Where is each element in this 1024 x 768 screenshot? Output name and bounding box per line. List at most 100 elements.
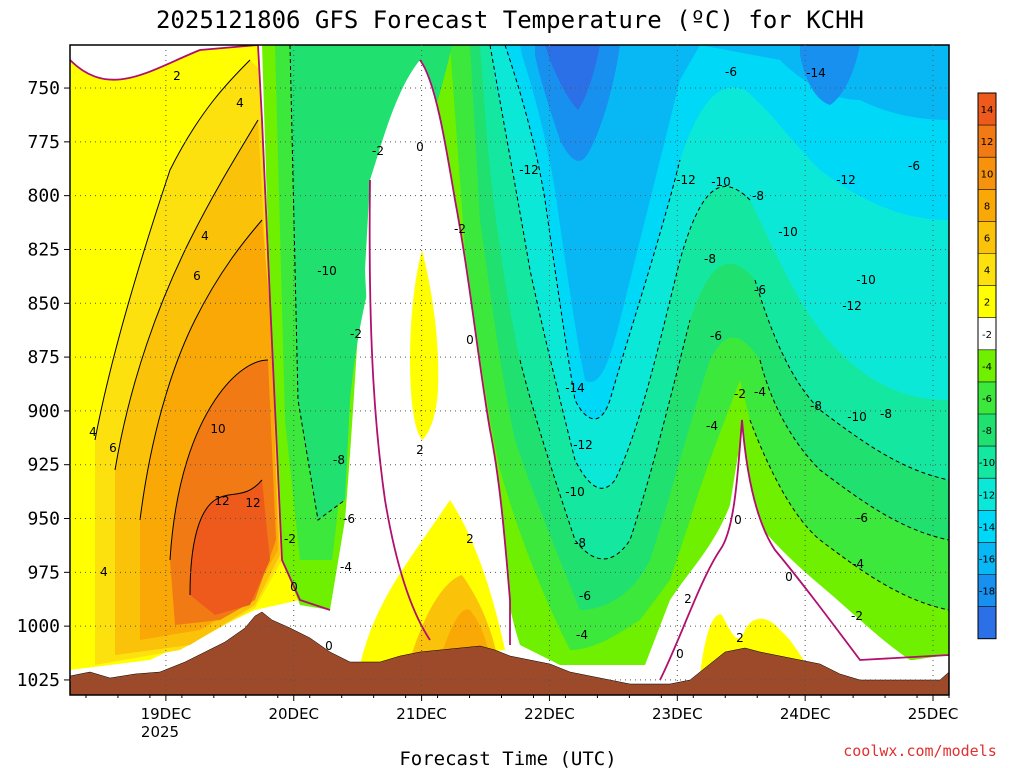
freezing-line-west (70, 45, 331, 611)
colorbar-bin (978, 542, 996, 575)
contour-label: 4 (236, 96, 244, 110)
colorbar-bin (978, 510, 996, 543)
contour-label: 2 (416, 443, 424, 457)
y-tick-label: 1025 (17, 670, 60, 691)
contour-label: 12 (245, 496, 260, 510)
y-tick-label: 975 (27, 562, 60, 583)
colorbar-label: 8 (984, 201, 990, 212)
contour-label: -12 (573, 438, 593, 452)
contour-label: 2 (684, 592, 692, 606)
x-tick-label: 21DEC (396, 705, 447, 723)
contour-label: 6 (109, 441, 117, 455)
contour-label: -8 (810, 399, 822, 413)
plot-frame (69, 44, 950, 696)
colorbar-label: -4 (982, 362, 992, 373)
plot-area (70, 45, 949, 695)
contour-label: -10 (847, 410, 867, 424)
contour-label: 10 (210, 422, 225, 436)
cold-band-minus-18 (545, 45, 600, 110)
y-tick-label: 775 (27, 132, 60, 153)
x-axis: 19DEC 20DEC 21DEC 22DEC 23DEC 24DEC 25DEC (85, 45, 959, 723)
contour-label: 6 (193, 269, 201, 283)
y-tick-label: 825 (27, 239, 60, 260)
colorbar: 14 12 10 8 6 4 2 -2 -4 -6 -8 -10 -12 -14 -16 -18 (977, 92, 997, 640)
chart-title: 2025121806 GFS Forecast Temperature (ºC)… (156, 6, 864, 34)
freezing-lines (70, 45, 949, 681)
colorbar-bin (978, 606, 996, 639)
freezing-line-21dec-east (419, 59, 511, 645)
colorbar-bin (978, 125, 996, 158)
contour-label: -4 (852, 557, 864, 571)
colorbar-label: -12 (979, 490, 995, 501)
colorbar-label: 4 (984, 266, 990, 277)
contour-label: -12 (842, 299, 862, 313)
contour-label: -6 (856, 511, 868, 525)
terrain-surface (70, 611, 949, 695)
contour-label: -6 (343, 512, 355, 526)
credit-link[interactable]: coolwx.com/models (843, 742, 997, 760)
colorbar-bin (978, 381, 996, 414)
isotherm-warm-4 (169, 359, 269, 561)
cold-band-minus-14 (520, 45, 949, 382)
x-tick-label: 19DEC (141, 705, 192, 723)
colorbar-label: 10 (981, 169, 994, 180)
contour-label: 0 (416, 140, 424, 154)
contour-label: 0 (466, 333, 474, 347)
isotherm-cold-2 (489, 45, 751, 489)
contour-label: -10 (565, 485, 585, 499)
y-tick-label: 800 (27, 186, 60, 207)
colorbar-bin (978, 93, 996, 126)
colorbar-bin (978, 221, 996, 254)
contour-label: -2 (350, 327, 362, 341)
colorbar-label: -18 (979, 587, 995, 598)
colorbar-label: 2 (984, 298, 990, 309)
contour-label: -4 (340, 560, 352, 574)
thaw-pockets (360, 60, 949, 690)
x-tick-label: 20DEC (268, 705, 319, 723)
x-tick-label: 22DEC (524, 705, 575, 723)
freezing-line-24dec (659, 419, 949, 681)
y-tick-label: 900 (27, 401, 60, 422)
isotherm-warm-5 (189, 479, 263, 596)
cold-side-fill (262, 45, 949, 665)
contour-label: -8 (752, 189, 764, 203)
colorbar-bin (978, 317, 996, 350)
colorbar-label: 6 (984, 234, 990, 245)
contour-label: -6 (725, 65, 737, 79)
contour-label: 2 (173, 69, 181, 83)
x-tick-label: 25DEC (908, 705, 959, 723)
isotherm-cold-1 (289, 45, 346, 521)
contour-label: -12 (519, 163, 539, 177)
warm-band-12 (190, 480, 270, 615)
colorbar-bin (978, 349, 996, 382)
x-axis-year: 2025 (141, 723, 179, 741)
contour-label: -10 (317, 264, 337, 278)
contour-label: 2 (466, 532, 474, 546)
x-axis-title: Forecast Time (UTC) (399, 748, 616, 768)
y-tick-label: 1000 (17, 616, 60, 637)
contour-label: 12 (214, 494, 229, 508)
warm-pocket-21dec-upper (410, 250, 439, 440)
contour-label: -10 (711, 175, 731, 189)
contour-label: 2 (736, 631, 744, 645)
contour-label: -6 (908, 159, 920, 173)
contour-label: -12 (836, 173, 856, 187)
colorbar-bin (978, 478, 996, 511)
x-tick-label: 24DEC (780, 705, 831, 723)
contour-label: 0 (290, 580, 298, 594)
colorbar-bin (978, 285, 996, 318)
colorbar-label: -16 (979, 555, 995, 566)
colorbar-bin (978, 414, 996, 447)
terrain (70, 611, 949, 695)
contour-label: 0 (785, 570, 793, 584)
colorbar-label: -2 (982, 330, 992, 341)
cold-pocket-minus-16-east (800, 45, 860, 105)
isotherm-cold-4 (519, 319, 691, 560)
isotherm-cold-6 (759, 359, 949, 541)
contour-label: -4 (706, 419, 718, 433)
thaw-pocket-24dec (660, 420, 860, 685)
colorbar-label: -14 (979, 522, 995, 533)
contour-label: -2 (372, 144, 384, 158)
contour-label: -14 (806, 66, 826, 80)
